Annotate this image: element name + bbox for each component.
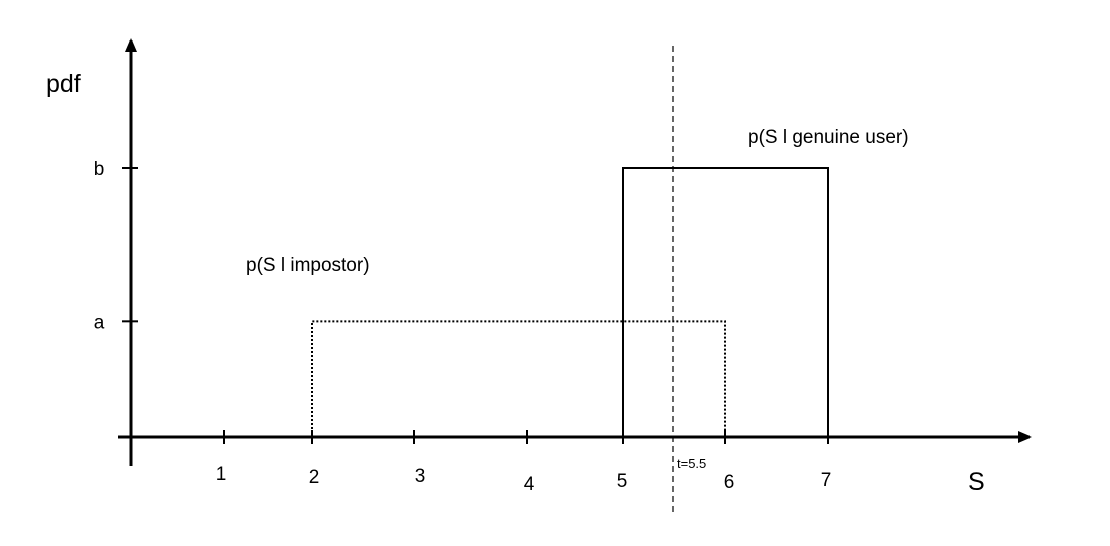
x-axis-label: S — [968, 468, 985, 496]
x-tick-label: 6 — [724, 472, 735, 493]
y-axis-label: pdf — [46, 70, 81, 98]
impostor-distribution — [311, 320, 726, 437]
x-tick-label: 1 — [216, 464, 227, 485]
series-label-impostor: p(S l impostor) — [246, 255, 370, 276]
x-tick-group: 1 2 3 4 5 6 7 — [216, 430, 832, 495]
series-group — [311, 167, 829, 437]
x-tick-label: 5 — [617, 471, 628, 492]
x-tick-label: 3 — [415, 466, 426, 487]
y-tick-label: a — [94, 312, 105, 333]
threshold-label: t=5.5 — [677, 456, 706, 471]
genuine-distribution — [622, 167, 829, 437]
y-tick-group: ab — [94, 159, 138, 333]
series-label-genuine: p(S l genuine user) — [748, 127, 909, 148]
x-tick-label: 7 — [821, 470, 832, 491]
x-tick-label: 4 — [524, 474, 535, 495]
x-tick-label: 2 — [309, 467, 320, 488]
y-tick-label: b — [94, 159, 105, 180]
